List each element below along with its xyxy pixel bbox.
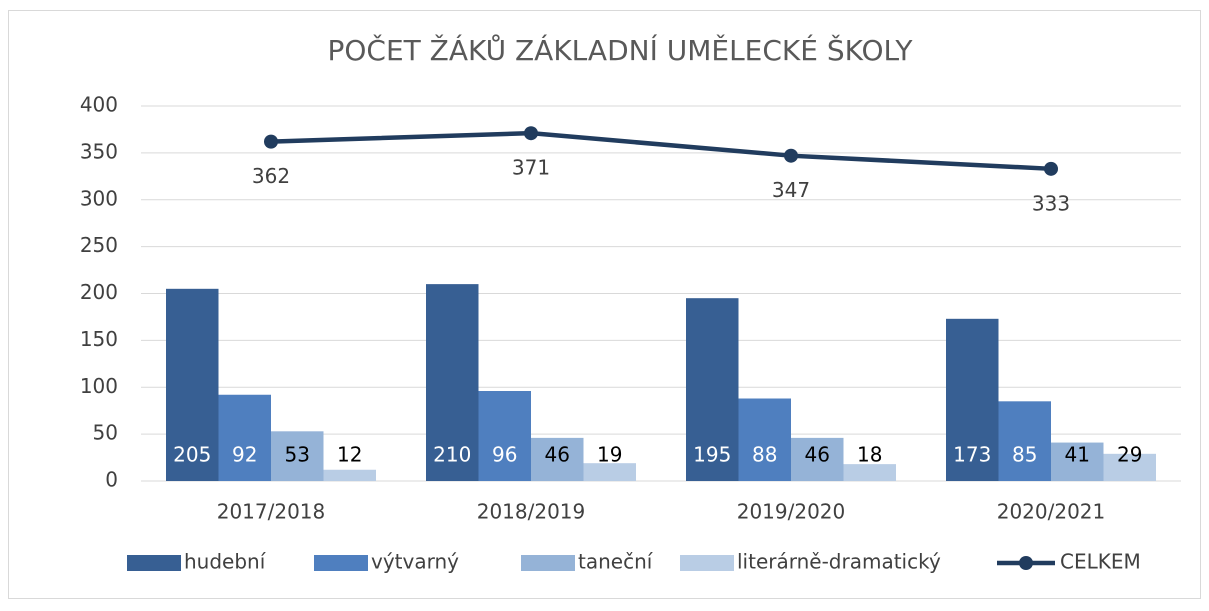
bar (323, 469, 376, 481)
bar (738, 398, 791, 481)
bar (166, 288, 219, 481)
value-label: 29 (1117, 443, 1142, 467)
bar (583, 463, 636, 481)
legend-swatch (680, 555, 734, 571)
legend-swatch (127, 555, 181, 571)
y-tick-label: 250 (80, 233, 118, 257)
bar (998, 401, 1051, 481)
bar (426, 284, 479, 481)
value-label: 347 (772, 178, 810, 202)
bar (478, 391, 531, 481)
y-tick-label: 400 (80, 93, 118, 117)
value-label: 195 (693, 443, 731, 467)
bar (791, 437, 844, 481)
y-tick-label: 0 (105, 468, 118, 492)
y-tick-label: 350 (80, 139, 118, 163)
legend-label: výtvarný (371, 550, 459, 574)
value-label: 85 (1012, 443, 1037, 467)
line-point (1044, 161, 1058, 176)
bar (531, 437, 584, 481)
line-point (524, 126, 538, 141)
bar (686, 298, 739, 481)
legend-swatch (314, 555, 368, 571)
value-label: 333 (1032, 191, 1070, 215)
y-tick-label: 200 (80, 280, 118, 304)
bar (946, 318, 999, 481)
x-tick-label: 2018/2019 (477, 500, 586, 524)
x-tick-label: 2017/2018 (217, 500, 326, 524)
value-label: 88 (752, 443, 777, 467)
legend-label: taneční (578, 550, 654, 574)
y-tick-label: 150 (80, 327, 118, 351)
legend-swatch (521, 555, 575, 571)
value-label: 19 (597, 443, 622, 467)
value-label: 46 (805, 443, 830, 467)
value-label: 41 (1065, 443, 1090, 467)
y-tick-label: 100 (80, 374, 118, 398)
value-label: 18 (857, 443, 882, 467)
value-label: 371 (512, 156, 550, 180)
value-label: 173 (953, 443, 991, 467)
chart-title: POČET ŽÁKŮ ZÁKLADNÍ UMĚLECKÉ ŠKOLY (327, 33, 913, 67)
legend-label: literárně-dramatický (737, 550, 941, 574)
legend-label: CELKEM (1060, 550, 1141, 574)
value-label: 362 (252, 164, 290, 188)
bar (1103, 453, 1156, 481)
legend-marker (1019, 556, 1033, 570)
line-point (784, 148, 798, 163)
value-label: 205 (173, 443, 211, 467)
legend-label: hudební (184, 550, 267, 574)
value-label: 12 (337, 443, 362, 467)
bar (218, 394, 271, 481)
value-label: 210 (433, 443, 471, 467)
bar (271, 431, 324, 481)
line (270, 130, 1052, 172)
bar (1051, 442, 1104, 481)
bar (843, 464, 896, 481)
x-tick-label: 2019/2020 (737, 500, 846, 524)
value-label: 46 (545, 443, 570, 467)
value-label: 92 (232, 443, 257, 467)
line-point (264, 134, 278, 149)
value-label: 53 (285, 443, 310, 467)
y-tick-label: 300 (80, 186, 118, 210)
value-label: 96 (492, 443, 517, 467)
y-tick-label: 50 (93, 421, 118, 445)
x-tick-label: 2020/2021 (997, 500, 1106, 524)
